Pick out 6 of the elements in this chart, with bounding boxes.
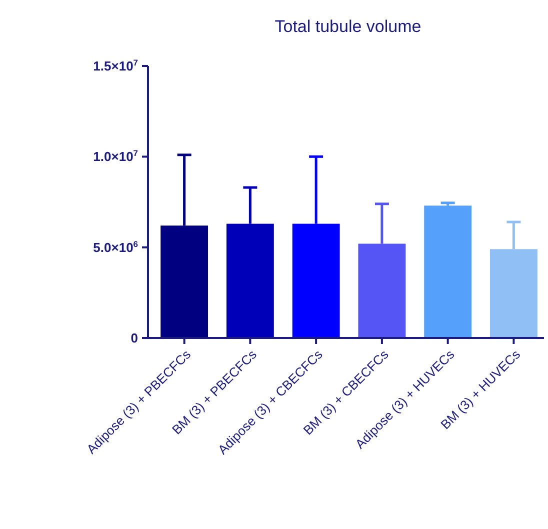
bar xyxy=(424,206,472,338)
y-tick-label: 1.5×10$^{7}$ xyxy=(93,58,138,74)
chart-title: Total tubule volume xyxy=(274,17,422,36)
y-tick-label: 0 xyxy=(130,330,138,346)
y-tick-label: 5.0×10$^{6}$ xyxy=(93,238,138,255)
y-tick-label: 1.0×10$^{7}$ xyxy=(93,148,138,164)
